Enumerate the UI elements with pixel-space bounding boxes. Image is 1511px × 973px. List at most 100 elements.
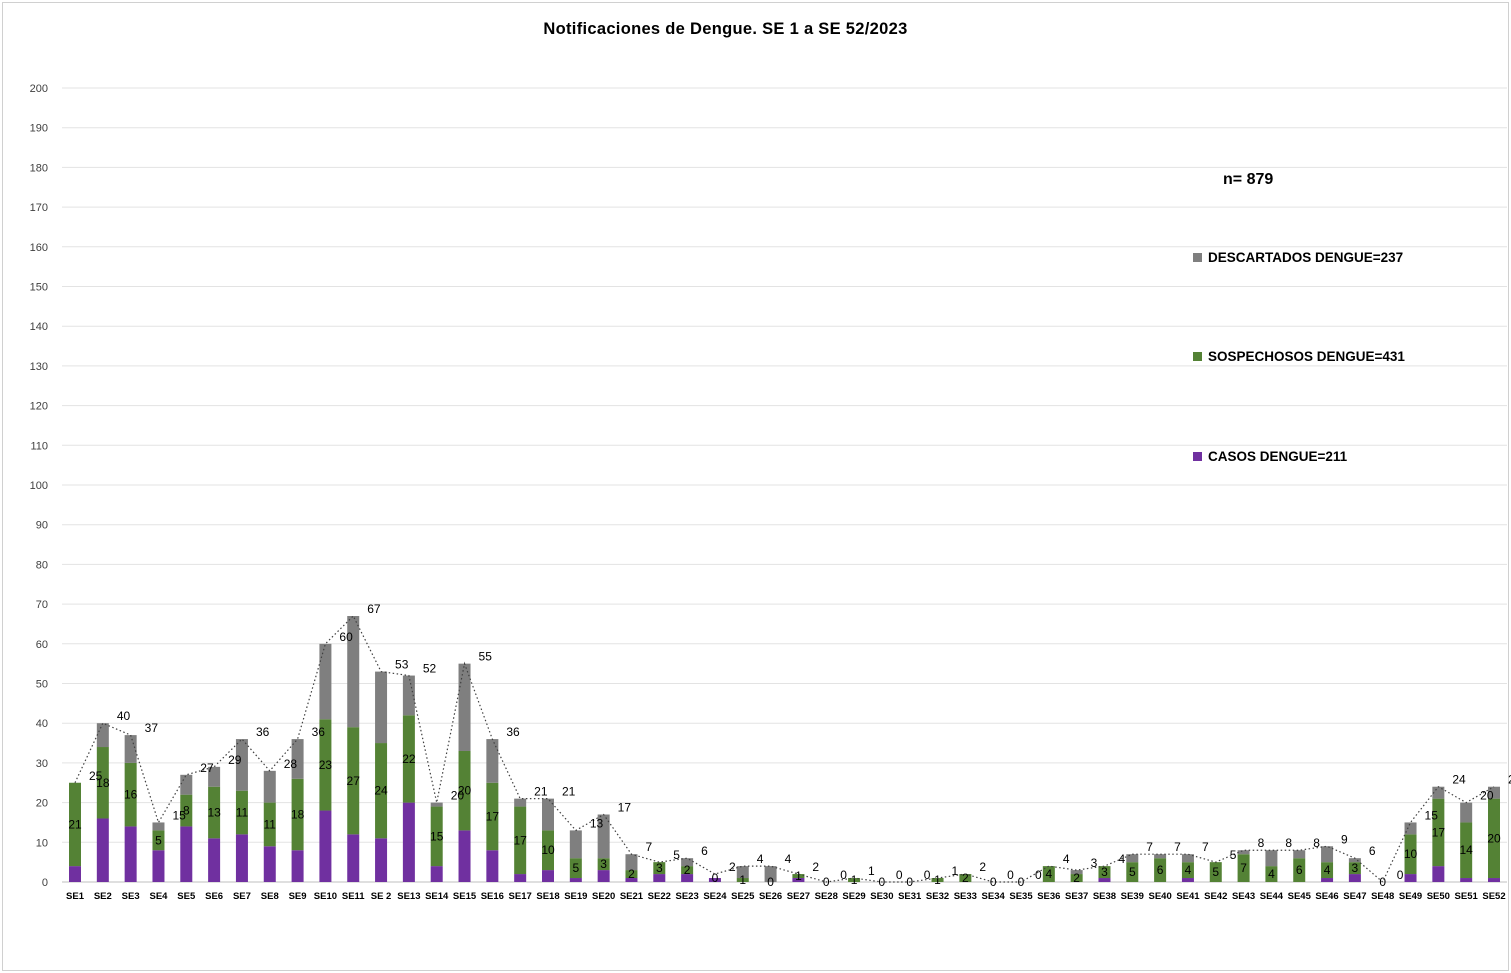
bar-segment xyxy=(1126,854,1139,863)
bar-segment xyxy=(208,786,221,839)
bar-segment xyxy=(1154,854,1167,859)
total-value-label: 15 xyxy=(1425,808,1439,822)
bar-segment xyxy=(430,866,443,882)
y-tick-label: 90 xyxy=(36,520,48,532)
y-tick-label: 20 xyxy=(36,798,48,810)
bar-segment xyxy=(1237,850,1250,855)
bar-segment xyxy=(180,826,193,882)
bar-segment xyxy=(848,878,861,882)
sospechosos-value-label: 6 xyxy=(1157,863,1164,877)
x-tick-label: SE16 xyxy=(481,891,504,902)
sospechosos-value-label: 0 xyxy=(1379,875,1386,889)
x-tick-label: SE35 xyxy=(1009,891,1033,902)
x-tick-label: SE51 xyxy=(1455,891,1479,902)
x-tick-label: SE17 xyxy=(509,891,532,902)
x-tick-label: SE23 xyxy=(675,891,698,902)
bar-segment xyxy=(96,747,109,819)
total-value-label: 28 xyxy=(284,757,298,771)
bar-segment xyxy=(1042,866,1055,882)
bar-segment xyxy=(124,762,137,827)
y-tick-label: 160 xyxy=(30,242,48,254)
bar-segment xyxy=(347,834,360,882)
x-tick-label: SE26 xyxy=(759,891,782,902)
x-tick-label: SE14 xyxy=(425,891,449,902)
x-tick-label: SE52 xyxy=(1482,891,1505,902)
totals-line xyxy=(74,614,1495,883)
y-tick-label: 170 xyxy=(30,202,48,214)
x-tick-label: SE19 xyxy=(564,891,587,902)
total-value-label: 6 xyxy=(701,844,708,858)
bar-segment xyxy=(569,830,582,859)
bar-segment xyxy=(514,874,527,882)
total-value-label: 2 xyxy=(812,860,819,874)
x-tick-label: SE1 xyxy=(66,891,85,902)
x-tick-label: SE2 xyxy=(94,891,112,902)
x-tick-label: SE20 xyxy=(592,891,615,902)
bar-segment xyxy=(430,802,443,807)
total-value-label: 25 xyxy=(89,769,103,783)
bar-segment xyxy=(1070,870,1083,875)
total-value-label: 37 xyxy=(145,721,159,735)
y-tick-label: 60 xyxy=(36,639,48,651)
bar-segment xyxy=(235,790,248,835)
bar-segment xyxy=(1154,858,1167,882)
total-value-label: 67 xyxy=(367,602,381,616)
bar-segment xyxy=(1070,874,1083,882)
bar-segment xyxy=(1321,846,1334,863)
y-tick-label: 80 xyxy=(36,559,48,571)
sospechosos-value-label: 4 xyxy=(1185,863,1192,877)
sospechosos-value-label: 1 xyxy=(795,869,802,883)
x-tick-label: SE24 xyxy=(703,891,727,902)
bar-segment xyxy=(152,822,165,831)
x-tick-label: SE 2 xyxy=(371,891,392,902)
bar-segment xyxy=(458,663,471,751)
bar-segment xyxy=(625,870,638,879)
legend-item-casos: CASOS DENGUE=211 xyxy=(1193,449,1347,464)
total-value-label: 4 xyxy=(1118,852,1125,866)
sospechosos-value-label: 17 xyxy=(1432,825,1446,839)
bar-segment xyxy=(736,878,749,882)
bar-segment xyxy=(1432,866,1445,882)
y-tick-label: 50 xyxy=(36,679,48,691)
sospechosos-value-label: 24 xyxy=(374,784,388,798)
bar-segment xyxy=(124,735,137,763)
bar-segment xyxy=(1321,878,1334,882)
legend-swatch-sospechosos xyxy=(1193,352,1202,361)
bar-segment xyxy=(1265,850,1278,867)
sospechosos-value-label: 2 xyxy=(962,871,969,885)
x-tick-label: SE49 xyxy=(1399,891,1422,902)
total-value-label: 27 xyxy=(200,761,214,775)
legend-label-descartados: DESCARTADOS DENGUE=237 xyxy=(1208,250,1404,265)
x-tick-label: SE46 xyxy=(1315,891,1338,902)
bar-segment xyxy=(347,727,360,835)
total-value-label: 21 xyxy=(562,785,576,799)
y-tick-label: 120 xyxy=(30,401,48,413)
bar-segment xyxy=(152,830,165,851)
bar-segment xyxy=(708,878,721,882)
legend-label-casos: CASOS DENGUE=211 xyxy=(1208,449,1348,464)
sospechosos-value-label: 17 xyxy=(513,833,527,847)
sospechosos-value-label: 18 xyxy=(96,776,110,790)
x-tick-label: SE31 xyxy=(898,891,922,902)
total-value-label: 3 xyxy=(1091,856,1098,870)
bar-segment xyxy=(235,739,248,791)
bar-segment xyxy=(69,866,81,882)
legend-item-sospechosos: SOSPECHOSOS DENGUE=431 xyxy=(1193,349,1405,364)
x-tick-label: SE28 xyxy=(815,891,838,902)
sospechosos-value-label: 2 xyxy=(684,863,691,877)
bar-segment xyxy=(1404,834,1417,875)
bar-segment xyxy=(542,798,554,831)
total-value-label: 8 xyxy=(1313,836,1320,850)
sospechosos-value-label: 1 xyxy=(934,873,941,887)
total-count-annotation: n= 879 xyxy=(1223,171,1274,188)
bar-segment xyxy=(736,866,749,879)
sospechosos-value-label: 13 xyxy=(207,806,221,820)
total-value-label: 0 xyxy=(896,868,903,882)
total-value-label: 1 xyxy=(952,864,959,878)
total-value-label: 7 xyxy=(1146,840,1153,854)
bar-segment xyxy=(430,806,443,867)
sospechosos-value-label: 5 xyxy=(1212,865,1219,879)
total-value-label: 9 xyxy=(1341,832,1348,846)
sospechosos-value-label: 8 xyxy=(183,804,190,818)
